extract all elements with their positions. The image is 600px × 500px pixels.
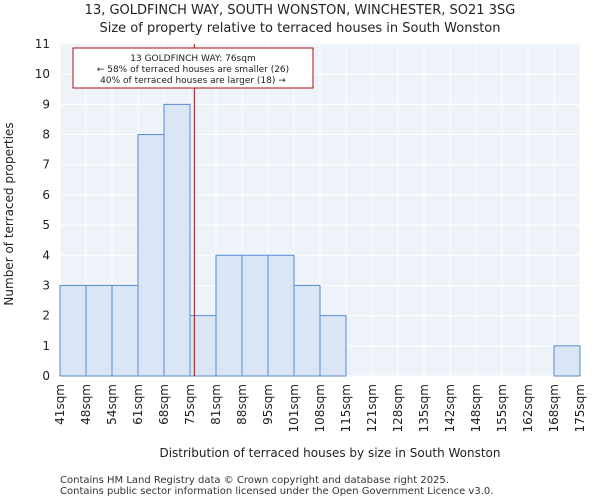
y-tick-label: 0 (42, 369, 50, 383)
bar (241, 254, 269, 377)
y-axis: 0 1 2 3 4 5 6 7 8 9 10 11 (35, 37, 50, 383)
x-tick-label: 168sqm (547, 384, 561, 432)
x-tick-label: 142sqm (443, 384, 457, 432)
x-tick-label: 148sqm (469, 384, 483, 432)
annotation-border (72, 47, 314, 89)
bar (293, 284, 321, 377)
x-tick-label: 162sqm (521, 384, 535, 432)
bar (553, 345, 581, 377)
y-tick-label: 1 (42, 339, 50, 353)
bar (111, 284, 139, 377)
y-tick-label: 6 (42, 188, 50, 202)
bar (85, 284, 113, 377)
bar (163, 103, 191, 377)
x-tick-label: 175sqm (573, 384, 587, 432)
annotation-line3: 40% of terraced houses are larger (18) → (100, 76, 286, 86)
x-tick-label: 68sqm (157, 384, 171, 425)
x-axis-label: Distribution of terraced houses by size … (159, 446, 500, 460)
annotation-box: 13 GOLDFINCH WAY: 76sqm ← 58% of terrace… (72, 47, 314, 89)
x-tick-label: 155sqm (495, 384, 509, 432)
y-tick-label: 8 (42, 128, 50, 142)
y-tick-label: 10 (35, 67, 50, 81)
x-tick-label: 48sqm (79, 384, 93, 425)
y-tick-label: 7 (42, 158, 50, 172)
footer-line2: Contains public sector information licen… (60, 486, 493, 497)
annotation-line1: 13 GOLDFINCH WAY: 76sqm (130, 54, 255, 64)
y-tick-label: 3 (42, 278, 50, 292)
footer-line1: Contains HM Land Registry data © Crown c… (60, 475, 449, 486)
bar (137, 134, 165, 377)
x-tick-label: 61sqm (131, 384, 145, 425)
x-tick-label: 121sqm (365, 384, 379, 432)
x-tick-label: 101sqm (287, 384, 301, 432)
x-tick-label: 88sqm (235, 384, 249, 425)
x-tick-label: 54sqm (105, 384, 119, 425)
y-tick-label: 4 (42, 248, 50, 262)
x-tick-label: 135sqm (417, 384, 431, 432)
y-tick-label: 5 (42, 218, 50, 232)
bar (267, 254, 295, 377)
x-tick-label: 128sqm (391, 384, 405, 432)
y-tick-label: 9 (42, 97, 50, 111)
y-tick-label: 11 (35, 37, 50, 51)
x-tick-label: 41sqm (53, 384, 67, 425)
bars (59, 103, 581, 377)
y-axis-label: Number of terraced properties (2, 122, 16, 305)
x-tick-label: 108sqm (313, 384, 327, 432)
annotation-line2: ← 58% of terraced houses are smaller (26… (97, 65, 289, 75)
x-tick-label: 81sqm (209, 384, 223, 425)
y-tick-label: 2 (42, 309, 50, 323)
x-axis: 41sqm 48sqm 54sqm 61sqm 68sqm 75sqm 81sqm 88sqm… (53, 384, 587, 432)
chart-title-line2: Size of property relative to terraced ho… (99, 21, 500, 36)
x-tick-label: 75sqm (183, 384, 197, 425)
x-tick-label: 95sqm (261, 384, 275, 425)
x-tick-label: 115sqm (339, 384, 353, 432)
bar (59, 284, 87, 377)
chart-title-line1: 13, GOLDFINCH WAY, SOUTH WONSTON, WINCHE… (85, 3, 516, 18)
bar (319, 315, 347, 377)
bar (215, 254, 243, 377)
